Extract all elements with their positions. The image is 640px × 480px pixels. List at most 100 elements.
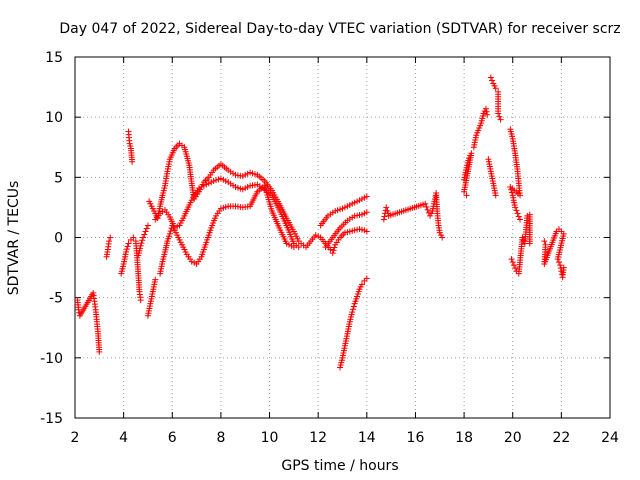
data-point <box>329 250 336 257</box>
x-axis-title: GPS time / hours <box>281 458 398 474</box>
data-point <box>526 240 533 247</box>
data-point-interp <box>123 246 130 253</box>
data-point <box>422 200 429 207</box>
y-tick-label: 0 <box>54 231 63 247</box>
data-point <box>517 216 524 223</box>
data-point <box>107 234 114 241</box>
x-tick-label: 6 <box>168 430 177 446</box>
x-tick-label: 4 <box>119 430 128 446</box>
data-point <box>383 204 390 211</box>
data-point <box>497 116 504 123</box>
data-point <box>463 192 470 199</box>
data-point <box>507 183 514 190</box>
data-point <box>123 248 130 255</box>
data-point <box>142 228 149 235</box>
data-point <box>560 264 567 271</box>
data-point <box>327 246 334 253</box>
data-point <box>519 234 526 241</box>
x-tick-label: 24 <box>601 430 619 446</box>
data-point <box>137 242 144 249</box>
x-tick-label: 22 <box>552 430 570 446</box>
data-point-interp <box>513 207 520 214</box>
data-point-interp <box>350 306 357 313</box>
y-tick-label: -5 <box>49 291 63 307</box>
data-point <box>129 158 136 165</box>
data-point-interp <box>138 240 145 247</box>
data-point <box>380 216 387 223</box>
data-point <box>461 188 468 195</box>
x-tick-labels: 2 4 6 8 10 12 14 16 18 20 22 24 <box>71 430 619 446</box>
data-point <box>137 297 144 304</box>
data-point <box>492 192 499 199</box>
data-point-interp <box>509 259 516 266</box>
data-point <box>510 262 517 269</box>
data-point <box>125 240 132 247</box>
data-point <box>363 209 370 216</box>
data-point <box>439 234 446 241</box>
data-point <box>96 348 103 355</box>
data-point <box>514 210 521 217</box>
data-point <box>557 262 564 269</box>
x-tick-label: 10 <box>261 430 279 446</box>
data-point-interp <box>124 243 131 250</box>
y-tick-labels: -15 -10 -5 0 5 10 15 <box>40 50 63 427</box>
data-point <box>290 244 297 251</box>
data-point <box>130 234 137 241</box>
data-point-interp <box>143 225 150 232</box>
data-point <box>492 85 499 92</box>
data-point-interp <box>423 203 430 210</box>
data-point <box>487 74 494 81</box>
data-point <box>349 309 356 316</box>
data-point-interp <box>515 213 522 220</box>
data-point-interp <box>381 213 388 220</box>
data-point-interp <box>432 192 439 199</box>
data-point-interp <box>350 303 357 310</box>
x-tick-label: 18 <box>455 430 473 446</box>
data-point-interp <box>489 77 496 84</box>
chart-title: Day 047 of 2022, Sidereal Day-to-day VTE… <box>59 21 620 37</box>
data-point <box>358 281 365 288</box>
data-point-interp <box>508 186 515 193</box>
data-point <box>482 105 489 112</box>
data-point <box>541 238 548 245</box>
x-tick-label: 8 <box>216 430 225 446</box>
y-tick-label: -15 <box>40 411 63 427</box>
data-point <box>363 275 370 282</box>
data-point <box>508 256 515 263</box>
data-point-interp <box>508 189 515 196</box>
data-point <box>363 228 370 235</box>
x-tick-label: 12 <box>309 430 327 446</box>
x-tick-label: 2 <box>71 430 80 446</box>
data-point <box>495 110 502 117</box>
y-axis-title: SDTVAR / TECUs <box>6 181 22 296</box>
data-point <box>512 204 519 211</box>
x-tick-label: 20 <box>504 430 522 446</box>
data-point-interp <box>496 113 503 120</box>
y-tick-label: 15 <box>45 50 63 66</box>
data-point-interp <box>139 237 146 244</box>
data-point <box>484 111 491 118</box>
data-point-interp <box>512 265 519 272</box>
data-point <box>144 222 151 229</box>
data-point-interp <box>555 259 562 266</box>
data-point-interp <box>167 228 174 235</box>
data-points <box>74 74 567 371</box>
data-point <box>166 230 173 237</box>
y-tick-label: -10 <box>40 351 63 367</box>
data-point-interp <box>331 244 338 251</box>
data-point <box>140 234 147 241</box>
data-point <box>424 206 431 213</box>
data-point-interp <box>330 247 337 254</box>
axis-ticks <box>74 56 611 419</box>
data-point-interp <box>483 108 490 115</box>
data-point <box>554 256 561 263</box>
y-tick-label: 5 <box>54 170 63 186</box>
x-tick-label: 16 <box>407 430 425 446</box>
y-tick-label: 10 <box>45 110 63 126</box>
x-tick-label: 14 <box>358 430 376 446</box>
data-point <box>363 193 370 200</box>
data-point-interp <box>141 231 148 238</box>
data-point <box>106 238 113 245</box>
data-point <box>152 276 159 283</box>
